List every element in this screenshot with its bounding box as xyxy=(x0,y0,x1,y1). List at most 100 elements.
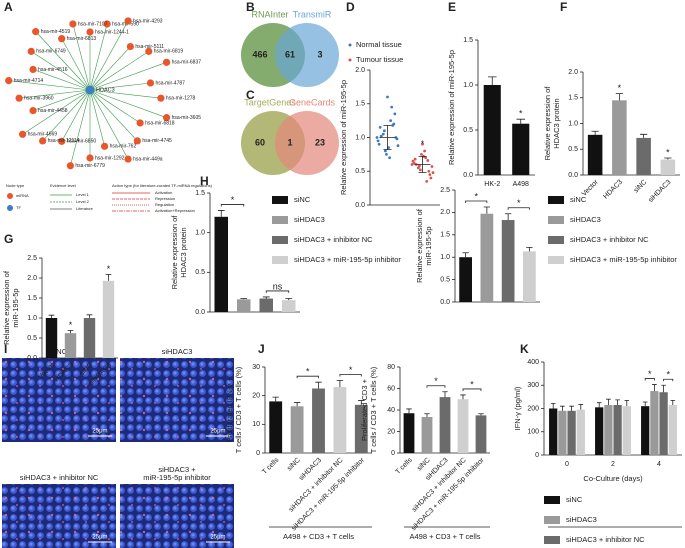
node-label: hsa-mir-6749 xyxy=(36,49,66,55)
y-tick-label: 20 xyxy=(387,428,395,435)
edge xyxy=(89,46,131,91)
legend-label: siHDAC3 + inhibitor NC xyxy=(566,535,645,544)
bar xyxy=(558,410,567,455)
micrograph-overlay xyxy=(2,358,116,442)
legend-swatch xyxy=(548,196,564,204)
bracket-label: * xyxy=(434,376,438,386)
star: * xyxy=(107,264,111,274)
data-point xyxy=(420,152,423,156)
edge xyxy=(89,89,138,142)
node-label: hsa-mir-4516 xyxy=(38,67,68,73)
edge xyxy=(61,89,91,142)
y-axis-label: Relative expression of xyxy=(543,86,552,161)
error-bar xyxy=(615,399,620,406)
bar xyxy=(439,397,451,453)
x-tick-label: T cells xyxy=(261,456,281,476)
x-tick-label: siNC xyxy=(633,179,649,195)
edge xyxy=(89,20,129,91)
y-axis-label: miR-195-5p xyxy=(11,288,20,327)
y-axis-label: Proliferated CD3 + xyxy=(360,378,369,441)
data-point xyxy=(430,165,434,168)
scale-label: 25μm xyxy=(92,535,107,541)
star: * xyxy=(618,83,622,93)
y-tick-label: 80 xyxy=(387,364,395,371)
y-tick-label: 1.0 xyxy=(568,120,578,127)
data-point xyxy=(426,159,430,162)
bar xyxy=(659,392,668,455)
mirna-node xyxy=(58,35,66,43)
micrograph-overlay xyxy=(120,358,234,442)
bar xyxy=(612,100,627,175)
data-point xyxy=(425,179,429,183)
y-tick-label: 1.0 xyxy=(463,82,473,89)
node-label: hsa-mir-4745 xyxy=(142,138,172,144)
legend-swatch xyxy=(548,256,564,264)
bracket xyxy=(265,290,290,293)
legend-label: siNC xyxy=(566,495,583,504)
bar xyxy=(549,408,558,455)
panel-label: J xyxy=(258,342,265,356)
y-axis-label: Relative expression of xyxy=(415,208,424,283)
y-tick-label: 2.0 xyxy=(568,69,578,76)
legend-text: Action type (for literature-curated TF-m… xyxy=(112,183,213,188)
legend-swatch xyxy=(348,43,352,47)
legend-swatch xyxy=(548,236,564,244)
bar xyxy=(259,298,273,312)
y-tick-label: 0.5 xyxy=(27,335,37,342)
y-tick-label: 1.5 xyxy=(463,37,473,44)
error-bar xyxy=(406,408,412,414)
bar xyxy=(587,134,603,175)
image-label: siHDAC3 xyxy=(162,347,193,356)
mirna-node xyxy=(157,94,165,102)
mirna-node xyxy=(126,42,134,51)
data-point xyxy=(381,132,385,136)
data-point xyxy=(417,164,421,168)
y-axis-label: Relative expression of miR-195-5p xyxy=(447,50,456,165)
venn-count: 466 xyxy=(252,49,267,59)
error-bar xyxy=(48,314,55,318)
data-point xyxy=(388,156,391,160)
y-tick-label: 1.5 xyxy=(440,232,450,239)
node-label: hsa-mir-4669 xyxy=(28,132,58,138)
error-bar xyxy=(272,396,279,402)
error-bar xyxy=(596,402,602,408)
data-point xyxy=(384,149,387,153)
y-tick-label: 1.5 xyxy=(27,295,37,302)
error-bar xyxy=(293,402,301,407)
node-label: hsa-mir-6779 xyxy=(75,163,105,169)
mirna-node xyxy=(15,94,23,102)
data-point xyxy=(427,169,431,173)
data-point xyxy=(376,139,380,143)
y-tick-label: 0.5 xyxy=(440,276,450,283)
y-tick-label: 100 xyxy=(527,429,539,436)
y-tick-label: 0.5 xyxy=(568,146,578,153)
bar xyxy=(459,257,472,302)
y-tick-label: 300 xyxy=(527,382,539,389)
x-tick-label: 4 xyxy=(657,461,661,468)
bar xyxy=(354,404,368,453)
edge xyxy=(89,62,167,91)
error-bar xyxy=(504,213,512,221)
data-point xyxy=(390,105,394,109)
edge xyxy=(89,89,129,160)
mirna-node xyxy=(103,20,111,28)
edge xyxy=(89,23,108,91)
mirna-node xyxy=(29,65,37,74)
error-bar xyxy=(442,391,448,398)
y-axis-label: HDAC3 protein xyxy=(552,98,561,148)
legend-swatch xyxy=(348,58,352,62)
bracket-label: * xyxy=(474,191,478,201)
edge xyxy=(22,89,91,135)
x-tick-label: HK-2 xyxy=(484,181,500,188)
image-label: siHDAC3 + inhibitor NC xyxy=(20,473,99,482)
y-tick-label: 0 xyxy=(391,450,395,457)
mirna-node xyxy=(18,130,27,138)
bar xyxy=(650,391,659,455)
y-tick-label: 0.0 xyxy=(568,172,578,179)
y-tick-label: 2.5 xyxy=(27,255,37,262)
node-label: hsa-mir-4519 xyxy=(41,29,71,35)
edge xyxy=(89,51,149,91)
error-bar xyxy=(336,380,344,388)
bar xyxy=(475,415,487,453)
